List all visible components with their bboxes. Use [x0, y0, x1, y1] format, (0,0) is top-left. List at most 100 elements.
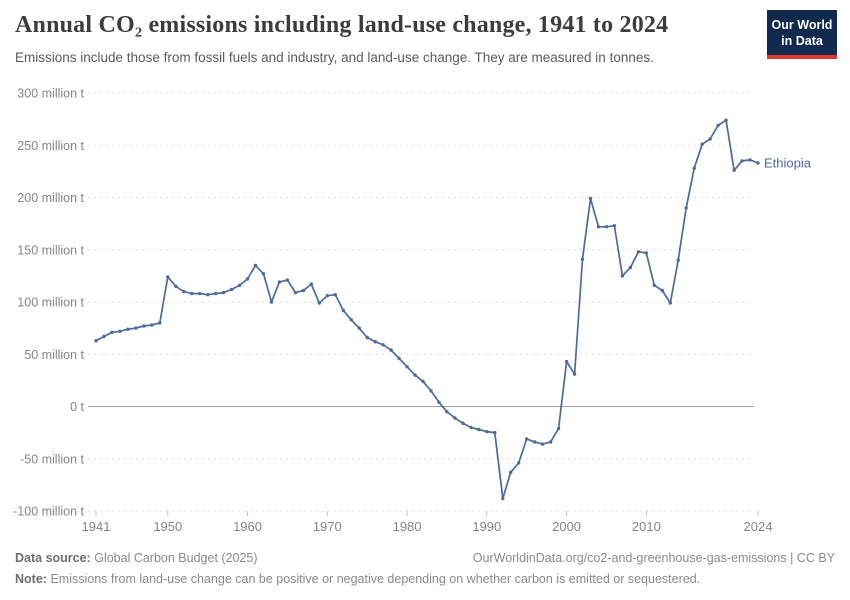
data-point[interactable] — [501, 496, 505, 501]
data-point[interactable] — [541, 442, 545, 446]
data-point[interactable] — [469, 425, 473, 430]
data-point[interactable] — [636, 250, 641, 254]
data-point[interactable] — [708, 137, 712, 141]
data-point[interactable] — [253, 263, 258, 268]
data-point[interactable] — [150, 323, 154, 327]
data-point[interactable] — [229, 287, 234, 292]
data-point[interactable] — [341, 308, 345, 313]
x-tick-label: 1990 — [472, 519, 501, 534]
data-point[interactable] — [660, 288, 664, 293]
data-point[interactable] — [684, 206, 688, 210]
data-point[interactable] — [716, 123, 720, 128]
data-point[interactable] — [477, 427, 481, 432]
data-point[interactable] — [182, 289, 186, 294]
chart-subtitle: Emissions include those from fossil fuel… — [15, 50, 654, 65]
data-point[interactable] — [525, 437, 529, 441]
data-point[interactable] — [588, 196, 593, 201]
data-point[interactable] — [174, 284, 178, 288]
data-point[interactable] — [724, 118, 728, 122]
data-point[interactable] — [676, 258, 680, 262]
data-point[interactable] — [365, 335, 369, 340]
data-point[interactable] — [293, 290, 298, 295]
data-point[interactable] — [580, 257, 585, 261]
data-point[interactable] — [485, 429, 489, 434]
note-text: Emissions from land-use change can be po… — [50, 572, 701, 586]
data-point[interactable] — [620, 274, 625, 278]
x-tick-label: 1950 — [153, 519, 182, 534]
data-point[interactable] — [732, 168, 736, 172]
data-point[interactable] — [110, 330, 114, 334]
data-point[interactable] — [269, 300, 274, 304]
data-point[interactable] — [357, 326, 361, 330]
data-point[interactable] — [221, 290, 226, 295]
data-point[interactable] — [285, 278, 290, 282]
data-point[interactable] — [668, 301, 672, 305]
data-point[interactable] — [142, 324, 146, 328]
data-point[interactable] — [548, 440, 553, 444]
data-source: Data source: Global Carbon Budget (2025) — [15, 551, 258, 565]
data-point[interactable] — [389, 348, 393, 352]
chart-title: Annual CO₂ emissions including land-use … — [15, 12, 669, 38]
data-point[interactable] — [556, 426, 561, 431]
data-point[interactable] — [756, 161, 760, 165]
data-point[interactable] — [564, 359, 569, 364]
data-point[interactable] — [628, 265, 633, 270]
data-point[interactable] — [102, 334, 106, 339]
data-point[interactable] — [533, 440, 537, 444]
x-tick-label: 2000 — [552, 519, 581, 534]
data-point[interactable] — [429, 389, 433, 393]
data-point[interactable] — [604, 225, 609, 229]
data-point[interactable] — [509, 470, 513, 474]
data-point[interactable] — [134, 326, 138, 330]
data-point[interactable] — [748, 158, 752, 162]
data-point[interactable] — [237, 283, 242, 287]
data-point[interactable] — [261, 272, 266, 276]
data-point[interactable] — [596, 225, 601, 229]
data-point[interactable] — [333, 293, 337, 297]
data-point[interactable] — [453, 416, 457, 420]
data-point[interactable] — [126, 327, 130, 331]
data-point[interactable] — [692, 166, 696, 170]
data-point[interactable] — [118, 329, 122, 333]
note-label: Note: — [15, 572, 47, 586]
data-point[interactable] — [158, 321, 162, 325]
x-tick-label: 2024 — [744, 519, 773, 534]
data-point[interactable] — [349, 318, 353, 322]
data-point[interactable] — [373, 340, 377, 344]
data-point[interactable] — [445, 410, 449, 414]
data-point[interactable] — [317, 301, 321, 305]
data-point[interactable] — [421, 379, 425, 384]
y-tick-label: 250 million t — [17, 139, 84, 153]
data-point[interactable] — [397, 356, 401, 361]
y-tick-label: 0 t — [70, 400, 84, 414]
data-point[interactable] — [652, 283, 656, 287]
data-point[interactable] — [493, 430, 497, 435]
data-point[interactable] — [325, 294, 329, 298]
data-point[interactable] — [517, 461, 521, 465]
data-point[interactable] — [572, 372, 577, 376]
data-point[interactable] — [437, 400, 441, 404]
data-point[interactable] — [612, 224, 617, 228]
data-point[interactable] — [277, 280, 282, 284]
data-point[interactable] — [94, 339, 98, 343]
data-line-ethiopia[interactable] — [95, 119, 759, 500]
y-tick-label: -50 million t — [20, 452, 84, 466]
data-point[interactable] — [166, 275, 170, 279]
data-point[interactable] — [413, 373, 417, 377]
data-point[interactable] — [309, 282, 313, 286]
data-point[interactable] — [245, 277, 250, 281]
data-point[interactable] — [405, 365, 409, 369]
data-point[interactable] — [190, 291, 194, 296]
data-point[interactable] — [700, 142, 704, 146]
data-point[interactable] — [206, 293, 210, 297]
data-source-label: Data source: — [15, 551, 91, 565]
data-point[interactable] — [381, 343, 385, 347]
data-point[interactable] — [198, 291, 202, 296]
data-point[interactable] — [644, 251, 648, 255]
data-point[interactable] — [213, 291, 218, 296]
credit-link[interactable]: OurWorldinData.org/co2-and-greenhouse-ga… — [472, 551, 835, 565]
data-point[interactable] — [740, 159, 744, 163]
data-point[interactable] — [301, 288, 306, 293]
data-point[interactable] — [461, 421, 465, 425]
